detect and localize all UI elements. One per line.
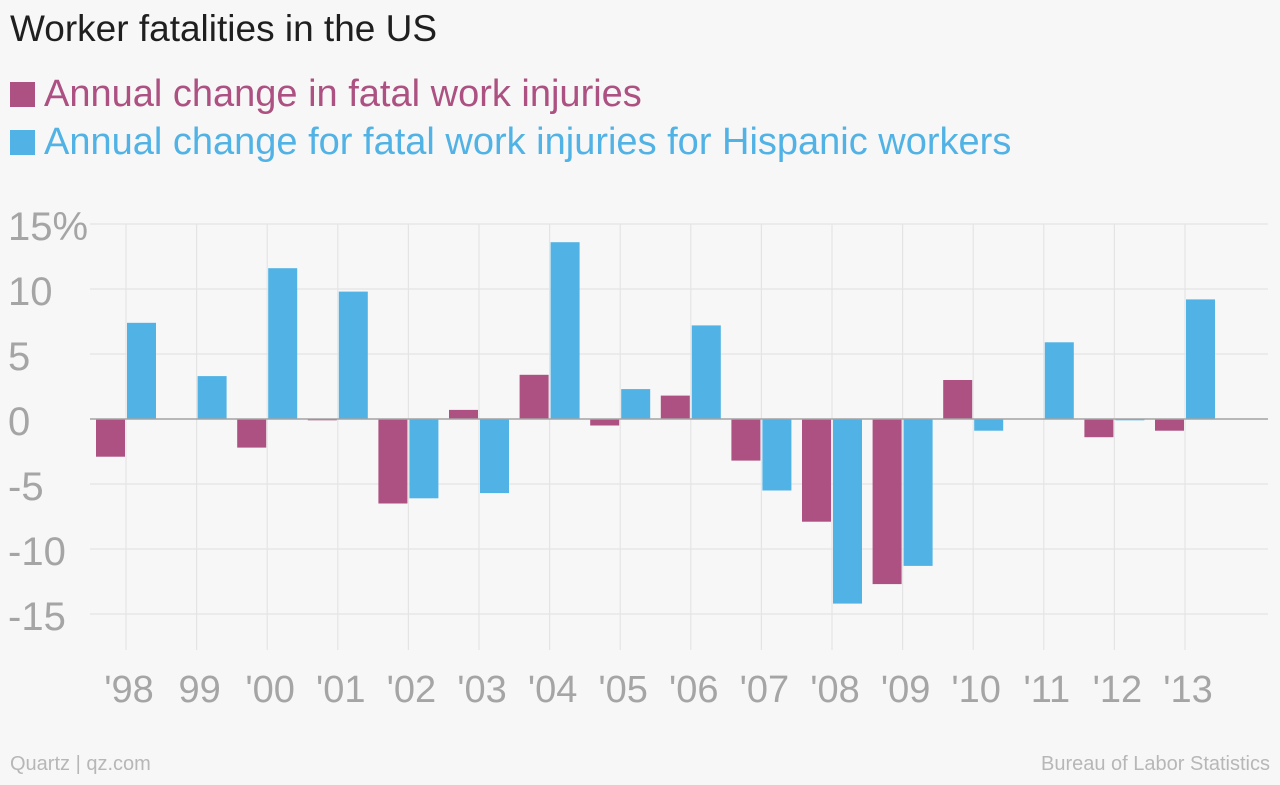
bar-hispanic-workers <box>550 242 580 419</box>
x-tick-label: '06 <box>669 669 719 711</box>
x-tick-label: '03 <box>457 669 507 711</box>
legend-swatch-annual-change <box>10 81 35 107</box>
bar-hispanic-workers <box>338 291 368 419</box>
legend: Annual change in fatal work injuries Ann… <box>10 70 1011 166</box>
bar-hispanic-workers <box>409 419 439 499</box>
bar-annual-change <box>731 419 761 461</box>
x-tick-label: '05 <box>598 669 648 711</box>
bar-annual-change <box>449 409 478 419</box>
y-tick-label: 0 <box>8 400 30 444</box>
x-tick-label: '07 <box>740 669 790 711</box>
bar-hispanic-workers <box>903 419 933 566</box>
footer-source-right: Bureau of Labor Statistics <box>1040 753 1270 775</box>
bar-hispanic-workers <box>691 325 721 419</box>
bar-annual-change <box>943 380 973 419</box>
bar-annual-change <box>237 419 267 448</box>
bar-annual-change <box>1084 419 1114 438</box>
bar-hispanic-workers <box>127 322 156 419</box>
x-tick-label: '11 <box>1023 669 1070 711</box>
y-tick-label: -5 <box>8 465 44 509</box>
bar-annual-change <box>872 419 902 585</box>
x-tick-label: '04 <box>528 669 578 711</box>
bar-annual-change <box>1155 419 1184 431</box>
bar-annual-change <box>802 419 831 522</box>
bar-hispanic-workers <box>1186 299 1215 419</box>
bar-hispanic-workers <box>621 389 651 419</box>
bar-hispanic-workers <box>833 419 862 604</box>
x-tick-label: '00 <box>245 669 295 711</box>
bar-annual-change <box>519 374 549 419</box>
footer-source-left: Quartz | qz.com <box>10 753 151 775</box>
x-tick-label: 99 <box>178 669 220 711</box>
bar-hispanic-workers <box>1044 342 1074 419</box>
bar-hispanic-workers <box>762 419 792 491</box>
bar-hispanic-workers <box>480 419 509 494</box>
bar-annual-change <box>660 395 690 419</box>
y-tick-label: 5 <box>8 335 30 379</box>
x-tick-label: '01 <box>316 669 366 711</box>
x-tick-label: '10 <box>951 669 1001 711</box>
legend-item-annual-change: Annual change in fatal work injuries <box>10 70 1011 118</box>
legend-label-hispanic-workers: Annual change for fatal work injuries fo… <box>44 120 1012 163</box>
y-tick-label: -15 <box>8 595 66 639</box>
bar-annual-change <box>96 419 125 457</box>
x-tick-label: '02 <box>387 669 437 711</box>
bar-hispanic-workers <box>197 376 227 419</box>
legend-item-hispanic-workers: Annual change for fatal work injuries fo… <box>10 118 1011 166</box>
x-tick-label: '09 <box>881 669 931 711</box>
x-tick-label: '13 <box>1163 669 1213 711</box>
x-tick-label: '08 <box>810 669 860 711</box>
x-tick-label: '12 <box>1093 669 1143 711</box>
y-tick-label: 10 <box>8 270 53 314</box>
chart-title: Worker fatalities in the US <box>10 8 438 49</box>
legend-swatch-hispanic-workers <box>10 129 35 155</box>
x-tick-label: '98 <box>104 669 154 711</box>
legend-label-annual-change: Annual change in fatal work injuries <box>44 72 642 115</box>
bar-hispanic-workers <box>974 419 1004 431</box>
y-tick-label: -10 <box>8 530 66 574</box>
bar-hispanic-workers <box>268 268 298 419</box>
bar-annual-change <box>378 419 408 504</box>
y-tick-label: 15% <box>8 205 88 249</box>
bar-annual-change <box>590 419 620 426</box>
